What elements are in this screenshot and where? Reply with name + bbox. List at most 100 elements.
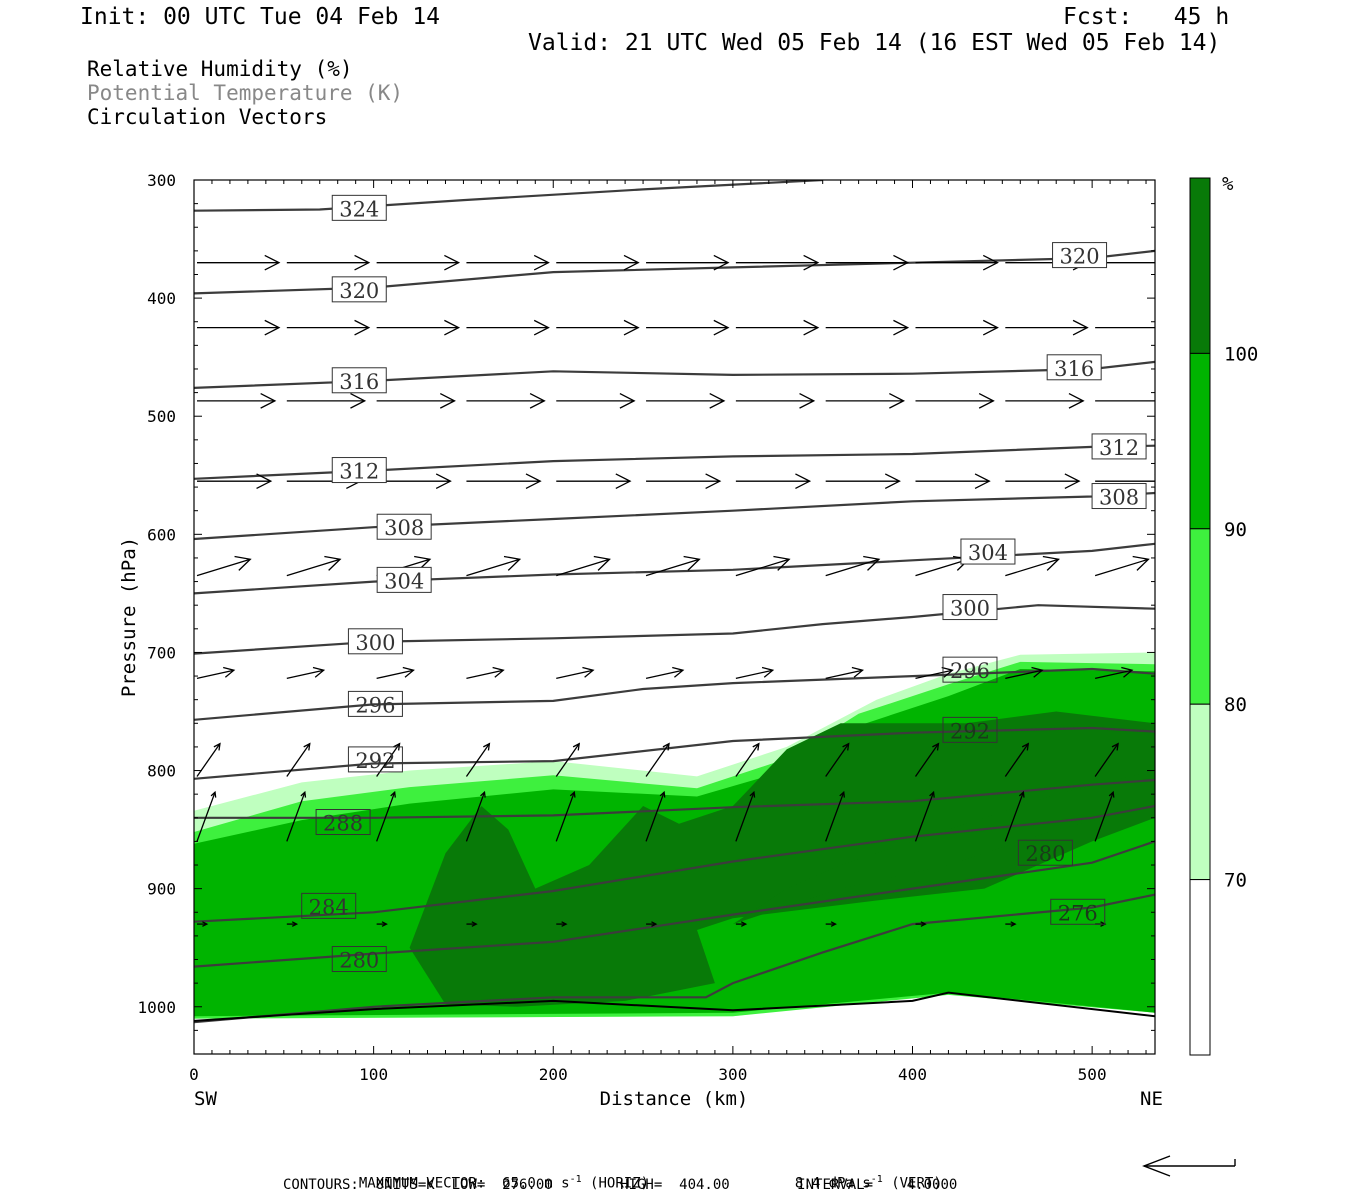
y-tick-label: 1000 [137, 998, 176, 1017]
y-tick-label: 500 [147, 407, 176, 426]
circulation-vector [645, 555, 701, 577]
circulation-vector [825, 921, 837, 927]
circulation-vector [466, 393, 546, 409]
contour-label-box [315, 809, 371, 836]
contour-label: 308 [1099, 486, 1139, 510]
circulation-vector [286, 790, 307, 842]
circulation-vector [466, 319, 550, 336]
y-tick-label: 700 [147, 643, 176, 662]
colorbar-tick-label: 80 [1224, 694, 1247, 716]
rh-fill-rh100b [732, 770, 1155, 925]
circulation-vector [286, 921, 299, 927]
circulation-vector [376, 254, 461, 271]
circulation-vector [1005, 666, 1044, 680]
x-tick-label: 0 [189, 1065, 199, 1084]
circulation-vector [1094, 555, 1150, 577]
circulation-vector [735, 254, 820, 271]
circulation-vector [376, 666, 415, 680]
circulation-vector [197, 921, 209, 927]
circulation-vector [376, 790, 396, 842]
circulation-vector [197, 254, 281, 271]
circulation-vector [556, 555, 611, 577]
vert-exponent: -1 [870, 1174, 883, 1185]
contour-label-box [1091, 433, 1147, 460]
circulation-vector [646, 254, 730, 271]
legend-potential-temperature: Potential Temperature (K) [87, 81, 404, 105]
circulation-vector [825, 393, 906, 409]
horiz-exponent: -1 [569, 1174, 582, 1185]
circulation-vector [555, 742, 581, 777]
circulation-vector [915, 473, 991, 490]
circulation-vector [1094, 666, 1134, 680]
valid-time: Valid: 21 UTC Wed 05 Feb 14 (16 EST Wed … [528, 30, 1221, 56]
circulation-vector [646, 319, 730, 336]
contour-label-box [942, 594, 998, 621]
contour-label: 304 [968, 541, 1008, 565]
circulation-vector [466, 666, 505, 680]
circulation-vector [646, 921, 658, 927]
contour-label: 288 [323, 812, 363, 836]
contour-label: 312 [339, 460, 379, 484]
circulation-vector [1095, 326, 1155, 329]
rh-fill-rh100 [409, 711, 1155, 1007]
x-end-label: NE [1140, 1088, 1163, 1110]
circulation-vector [1095, 473, 1155, 490]
circulation-vector [197, 473, 273, 490]
max-vector-footer: MAXIMUM VECTOR: 65.0 m s-1 (HORIZ) [342, 1158, 649, 1192]
contour-label: 284 [309, 895, 349, 919]
circulation-vector [556, 666, 595, 680]
contour-label-box [331, 946, 387, 973]
contour-label-box [331, 457, 387, 484]
circulation-vector [735, 921, 748, 927]
theta-contour-284 [194, 804, 1155, 923]
contour-label-box [1017, 839, 1073, 866]
contour-label: 300 [355, 631, 395, 655]
circulation-vector [1004, 742, 1030, 777]
circulation-vector [646, 473, 722, 490]
colorbar-tick-label: 90 [1224, 519, 1247, 541]
circulation-vector [825, 473, 901, 490]
circulation-vector [645, 742, 670, 777]
contour-label: 292 [950, 719, 990, 743]
contour-label: 296 [355, 693, 395, 717]
circulation-vector [196, 790, 217, 842]
circulation-vector [1005, 393, 1085, 409]
contour-label: 276 [1058, 901, 1098, 925]
circulation-vector [735, 393, 816, 409]
contour-label: 312 [1099, 436, 1139, 460]
contour-label-box [347, 628, 403, 655]
x-tick-label: 200 [539, 1065, 568, 1084]
max-vector-vertical: 8.4 dPa s-1 (VERT) [778, 1158, 942, 1192]
x-tick-label: 500 [1078, 1065, 1107, 1084]
contour-label: 280 [339, 949, 379, 973]
circulation-vector [556, 473, 632, 490]
circulation-vector [735, 473, 812, 490]
circulation-vector [286, 254, 371, 271]
circulation-vector [556, 319, 640, 336]
vert-text: (VERT) [882, 1175, 942, 1192]
circulation-vector [197, 319, 281, 336]
legend-circulation-vectors: Circulation Vectors [87, 105, 328, 129]
circulation-vector [915, 319, 999, 336]
circulation-vector [376, 921, 388, 927]
circulation-vector [197, 393, 277, 409]
circulation-vector [825, 555, 881, 577]
contour-label-box [301, 892, 357, 919]
circulation-vector [555, 790, 576, 842]
contour-label-box [1091, 483, 1147, 510]
colorbar-tick-label: 100 [1224, 343, 1258, 365]
plot-frame [193, 179, 1156, 1055]
contour-label-box [376, 566, 432, 593]
theta-contour-300 [194, 604, 1155, 655]
circulation-vector [286, 393, 367, 409]
circulation-vector [196, 666, 236, 680]
contours-footer: CONTOURS: UNITS=K LOW= 276.00 HIGH= 404.… [283, 1177, 958, 1193]
horiz-text: (HORIZ) [581, 1175, 650, 1192]
max-vector-horiz-text: MAXIMUM VECTOR: 65.0 m s [358, 1175, 570, 1192]
forecast-hour: Fcst: 45 h [1063, 4, 1230, 30]
x-tick-label: 400 [898, 1065, 927, 1084]
contour-label: 304 [384, 569, 424, 593]
circulation-vector [1095, 400, 1155, 402]
colorbar-segment [1189, 528, 1211, 705]
